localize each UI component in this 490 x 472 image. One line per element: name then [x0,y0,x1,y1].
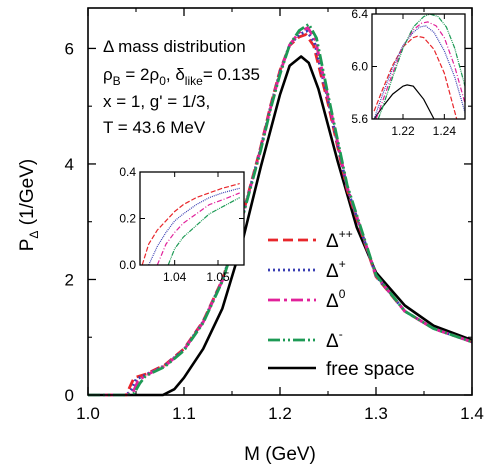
main-series [88,22,473,397]
main-tick-labels: 1.0 1.1 1.2 1.3 1.4 0 2 4 6 [65,39,484,423]
legend-label-dm: Δ- [326,327,343,352]
legend-label-d0: Δ0 [326,287,346,312]
annotation-line: T = 43.6 MeV [103,118,206,137]
annotation-line: Δ mass distribution [103,37,246,56]
annotation-line: x = 1, g' = 1/3, [103,92,210,111]
x-tick-label: 1.0 [76,404,100,423]
plot-frame [87,7,473,396]
inset-series-d0-line [156,192,240,266]
y-tick-label: 2 [65,270,74,289]
legend-label-free: free space [326,359,415,380]
y-axis-label: PΔ (1/GeV) [17,159,41,252]
y-tick-label: 0 [65,386,74,405]
inset-peak: 1.22 1.24 5.6 6.0 6.4 [351,7,466,138]
x-tick-label: 1.4 [460,404,484,423]
x-tick-label: 1.3 [364,404,388,423]
inset-x-tick-label: 1.22 [391,124,415,138]
inset-y-tick-label: 6.4 [351,7,368,21]
series-dm-line [88,22,473,397]
inset-x-tick-label: 1.05 [206,270,230,284]
inset-frame [371,13,466,120]
parameter-annotation: Δ mass distribution ρB = 2ρ0, δlike= 0.13… [103,37,260,137]
legend: Δ++ Δ+ Δ0 Δ-free space [268,227,415,380]
series-dp-line [88,29,473,397]
inset-x-tick-label: 1.04 [163,270,187,284]
annotation-line: ρB = 2ρ0, δlike= 0.135 [103,65,260,88]
inset-x-tick-label: 1.24 [433,124,457,138]
inset-y-tick-label: 6.0 [351,60,368,74]
inset-frame [139,171,245,266]
inset-y-tick-label: 0.0 [119,258,136,272]
x-axis-label: M (GeV) [244,444,316,465]
x-tick-label: 1.1 [172,404,196,423]
inset-low-mass: 1.04 1.05 0.0 0.2 0.4 [119,165,245,284]
inset-series-dm-line [377,13,466,120]
legend-label-dp: Δ+ [326,257,346,282]
x-tick-label: 1.2 [268,404,292,423]
inset-series-free-line [373,84,435,120]
inset-y-tick-label: 0.2 [119,212,136,226]
inset-series-dpp-line [373,35,458,120]
inset-y-tick-label: 0.4 [119,165,136,179]
inset-series-dp-line [148,187,240,266]
inset-background [140,172,244,265]
inset-y-tick-label: 5.6 [351,112,368,126]
y-tick-label: 4 [65,155,74,174]
y-tick-label: 6 [65,39,74,58]
inset-series-d0-line [375,21,466,120]
inset-series-dm-line [167,197,240,266]
inset-series-dp-line [373,25,466,120]
inset-series-dpp-line [141,183,240,266]
legend-label-dpp: Δ++ [326,227,353,252]
